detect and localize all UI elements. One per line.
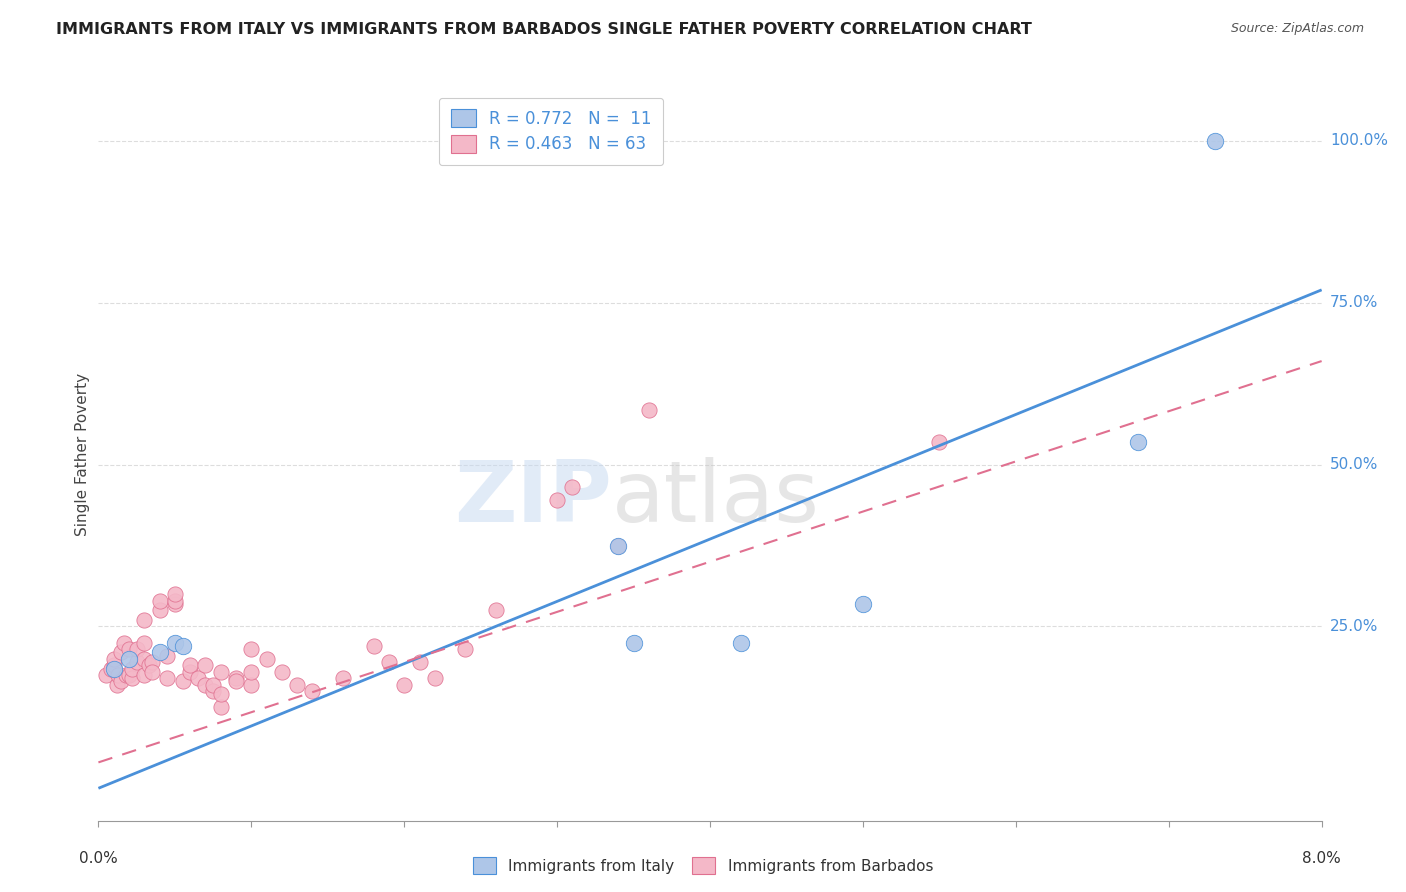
Point	[163, 593, 186, 607]
Point	[105, 678, 128, 692]
Point	[454, 642, 477, 657]
Point	[163, 597, 186, 611]
Point	[163, 635, 186, 649]
Legend: R = 0.772   N =  11, R = 0.463   N = 63: R = 0.772 N = 11, R = 0.463 N = 63	[439, 97, 664, 165]
Point	[172, 674, 194, 689]
Point	[225, 671, 247, 685]
Point	[121, 671, 143, 685]
Point	[94, 668, 117, 682]
Point	[194, 658, 217, 673]
Point	[332, 671, 354, 685]
Point	[1204, 134, 1226, 148]
Point	[138, 658, 160, 673]
Point	[730, 635, 752, 649]
Point	[163, 587, 186, 601]
Text: 25.0%: 25.0%	[1330, 619, 1378, 634]
Point	[149, 603, 172, 617]
Point	[141, 665, 163, 679]
Point	[107, 668, 129, 682]
Point	[121, 661, 143, 675]
Point	[118, 642, 141, 657]
Point	[134, 635, 156, 649]
Point	[103, 652, 125, 666]
Text: 50.0%: 50.0%	[1330, 457, 1378, 472]
Point	[378, 655, 401, 669]
Point	[637, 402, 661, 417]
Point	[408, 655, 430, 669]
Text: ZIP: ZIP	[454, 458, 612, 541]
Point	[149, 645, 172, 659]
Point	[118, 668, 141, 682]
Point	[852, 597, 875, 611]
Point	[607, 539, 630, 553]
Point	[134, 668, 156, 682]
Point	[392, 678, 416, 692]
Point	[202, 678, 225, 692]
Point	[115, 668, 138, 682]
Point	[623, 635, 645, 649]
Point	[256, 652, 278, 666]
Point	[209, 700, 232, 714]
Text: 8.0%: 8.0%	[1302, 851, 1341, 866]
Text: IMMIGRANTS FROM ITALY VS IMMIGRANTS FROM BARBADOS SINGLE FATHER POVERTY CORRELAT: IMMIGRANTS FROM ITALY VS IMMIGRANTS FROM…	[56, 22, 1032, 37]
Point	[240, 678, 263, 692]
Text: Source: ZipAtlas.com: Source: ZipAtlas.com	[1230, 22, 1364, 36]
Point	[423, 671, 446, 685]
Point	[103, 658, 125, 673]
Point	[561, 480, 583, 494]
Point	[141, 655, 163, 669]
Text: 0.0%: 0.0%	[79, 851, 118, 866]
Point	[179, 658, 201, 673]
Point	[194, 678, 217, 692]
Point	[225, 674, 247, 689]
Point	[172, 639, 194, 653]
Point	[363, 639, 385, 653]
Point	[156, 648, 179, 663]
Point	[134, 652, 156, 666]
Point	[110, 674, 132, 689]
Point	[270, 665, 294, 679]
Point	[928, 434, 950, 449]
Point	[285, 678, 308, 692]
Text: 75.0%: 75.0%	[1330, 295, 1378, 310]
Point	[1128, 434, 1150, 449]
Point	[240, 642, 263, 657]
Point	[125, 655, 148, 669]
Text: 100.0%: 100.0%	[1330, 134, 1388, 148]
Text: atlas: atlas	[612, 458, 820, 541]
Point	[156, 671, 179, 685]
Point	[100, 661, 122, 675]
Point	[187, 671, 209, 685]
Point	[607, 539, 630, 553]
Y-axis label: Single Father Poverty: Single Father Poverty	[75, 374, 90, 536]
Point	[209, 665, 232, 679]
Point	[240, 665, 263, 679]
Legend: Immigrants from Italy, Immigrants from Barbados: Immigrants from Italy, Immigrants from B…	[467, 851, 939, 880]
Point	[546, 493, 568, 508]
Point	[149, 593, 172, 607]
Point	[112, 635, 135, 649]
Point	[485, 603, 508, 617]
Point	[209, 687, 232, 701]
Point	[179, 665, 201, 679]
Point	[134, 613, 156, 627]
Point	[301, 684, 323, 698]
Point	[202, 684, 225, 698]
Point	[103, 661, 125, 675]
Point	[110, 645, 132, 659]
Point	[118, 652, 141, 666]
Point	[125, 642, 148, 657]
